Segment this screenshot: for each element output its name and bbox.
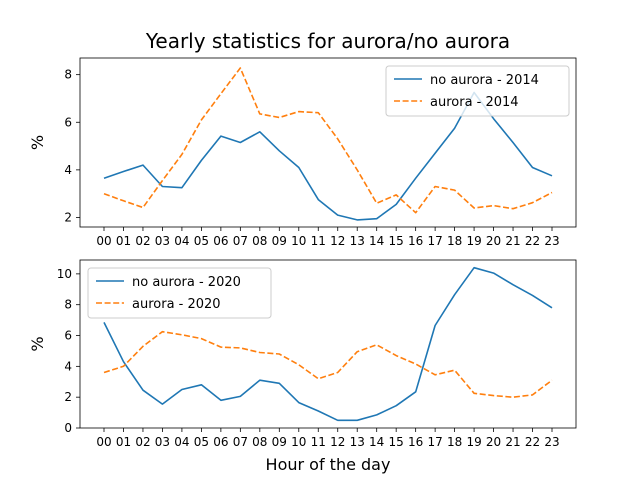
x-tick-label: 08 [252, 435, 267, 449]
x-tick-label: 09 [272, 435, 287, 449]
y-tick-label: 4 [64, 163, 72, 177]
x-tick-label: 00 [96, 234, 111, 248]
y-tick-label: 4 [64, 359, 72, 373]
x-tick-label: 16 [408, 435, 423, 449]
y-tick-label: 8 [64, 298, 72, 312]
y-tick-label: 6 [64, 329, 72, 343]
x-tick-label: 20 [486, 435, 501, 449]
legend-box [87, 267, 272, 319]
y-axis-label: % [28, 135, 47, 150]
y-axis-label: % [28, 336, 47, 351]
x-tick-label: 18 [447, 435, 462, 449]
x-tick-label: 09 [272, 234, 287, 248]
legend-label: no aurora - 2020 [132, 275, 241, 290]
legend: no aurora - 2014 aurora - 2014 [385, 65, 570, 117]
x-tick-label: 10 [291, 234, 306, 248]
y-tick-label: 2 [64, 210, 72, 224]
x-tick-label: 19 [466, 435, 481, 449]
y-tick-label: 6 [64, 115, 72, 129]
x-tick-label: 00 [96, 435, 111, 449]
x-tick-label: 14 [369, 435, 384, 449]
x-tick-label: 06 [213, 234, 228, 248]
y-tick-label: 10 [57, 267, 72, 281]
y-tick-label: 2 [64, 390, 72, 404]
x-tick-label: 05 [194, 234, 209, 248]
x-tick-label: 22 [525, 435, 540, 449]
x-tick-label: 17 [427, 234, 442, 248]
x-tick-label: 06 [213, 435, 228, 449]
x-tick-label: 23 [544, 234, 559, 248]
x-tick-label: 03 [155, 435, 170, 449]
x-tick-label: 10 [291, 435, 306, 449]
panel-1: 00 01 02 03 04 05 06 07 08 09 10 11 12 13 14 15 16 17 18 19… [28, 57, 577, 248]
series-line-no-aurora-2020 [103, 266, 553, 422]
series-line-aurora-2014 [103, 67, 553, 214]
x-tick-label: 03 [155, 234, 170, 248]
x-tick-label: 21 [505, 435, 520, 449]
x-tick-label: 13 [350, 234, 365, 248]
legend-label: aurora - 2020 [132, 297, 221, 312]
legend-label: no aurora - 2014 [430, 73, 539, 88]
x-tick-label: 08 [252, 234, 267, 248]
y-tick-label: 8 [64, 68, 72, 82]
x-tick-label: 02 [135, 234, 150, 248]
x-tick-label: 20 [486, 234, 501, 248]
x-tick-label: 07 [233, 435, 248, 449]
x-tick-label: 21 [505, 234, 520, 248]
x-tick-label: 01 [116, 435, 131, 449]
x-tick-label: 14 [369, 234, 384, 248]
legend-box [385, 65, 570, 117]
x-tick-label: 02 [135, 435, 150, 449]
x-tick-label: 18 [447, 234, 462, 248]
x-tick-label: 15 [389, 234, 404, 248]
series-line-aurora-2020 [103, 330, 553, 399]
x-tick-label: 05 [194, 435, 209, 449]
plot-frame [79, 57, 577, 228]
chart-title: Yearly statistics for aurora/no aurora [145, 29, 510, 53]
x-tick-label: 23 [544, 435, 559, 449]
y-tick-label: 0 [64, 421, 72, 435]
x-tick-label: 01 [116, 234, 131, 248]
x-tick-label: 17 [427, 435, 442, 449]
legend: no aurora - 2020 aurora - 2020 [87, 267, 272, 319]
x-tick-label: 15 [389, 435, 404, 449]
x-tick-label: 22 [525, 234, 540, 248]
x-tick-label: 19 [466, 234, 481, 248]
x-tick-label: 07 [233, 234, 248, 248]
x-tick-label: 04 [174, 435, 189, 449]
x-tick-label: 13 [350, 435, 365, 449]
x-tick-label: 04 [174, 234, 189, 248]
x-tick-label: 12 [330, 234, 345, 248]
x-tick-label: 16 [408, 234, 423, 248]
x-tick-label: 11 [311, 234, 326, 248]
panel-2: 00 01 02 03 04 05 06 07 08 09 10 11 12 13 14 15 16 17 18 19… [28, 259, 577, 449]
panels-layer: 00 01 02 03 04 05 06 07 08 09 10 11 12 13 14 15 16 17 18 19… [28, 57, 577, 449]
x-tick-label: 12 [330, 435, 345, 449]
x-tick-label: 11 [311, 435, 326, 449]
plot-frame [79, 259, 577, 429]
legend-label: aurora - 2014 [430, 95, 519, 110]
x-axis-label: Hour of the day [266, 455, 391, 474]
